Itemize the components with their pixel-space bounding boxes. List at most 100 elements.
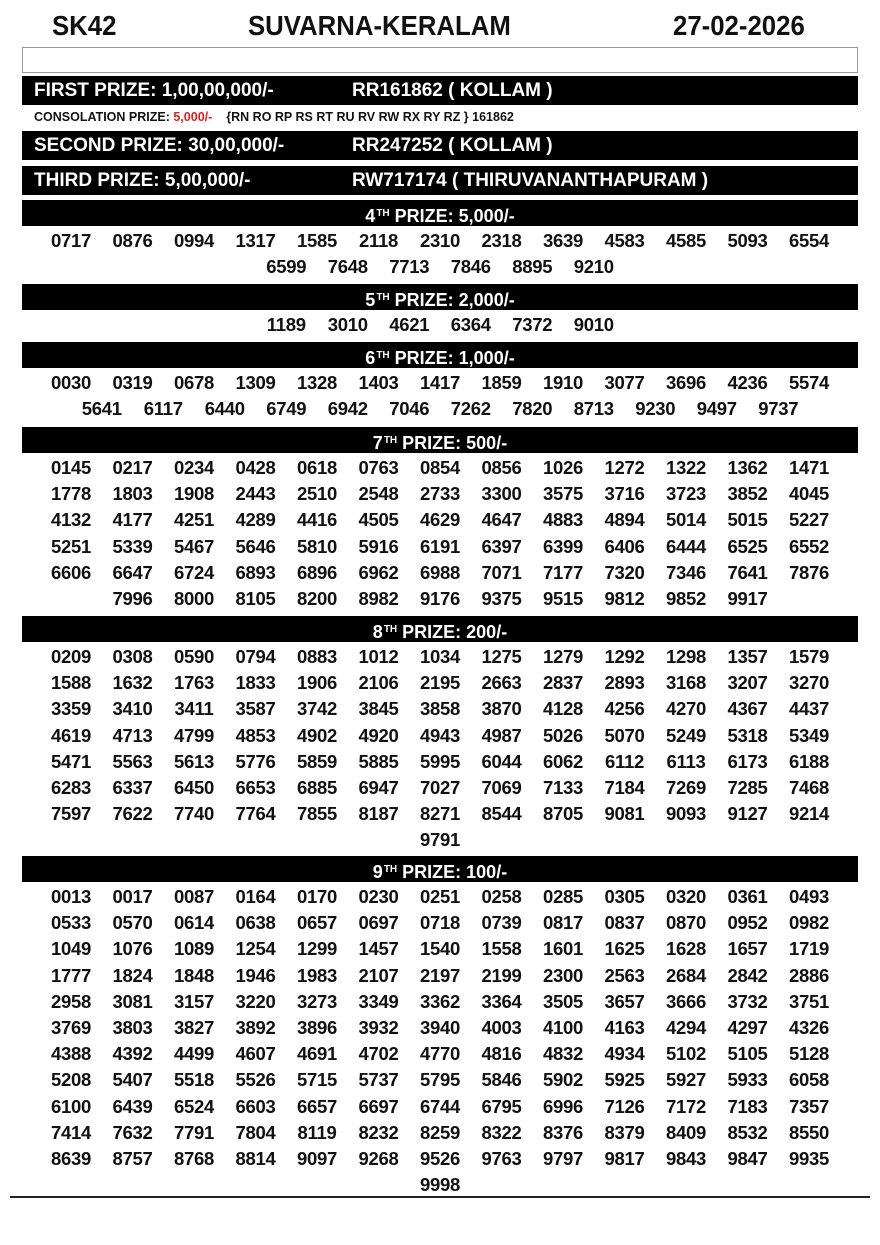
number-row: 1189 3010 4621 6364 7372 9010 <box>40 312 840 338</box>
ticket-number: 6893 <box>235 561 276 583</box>
ticket-number: 0794 <box>235 646 276 667</box>
ticket-number: 3803 <box>112 1016 153 1038</box>
ticket-number: 8200 <box>297 587 337 609</box>
ticket-number: 7269 <box>666 776 706 798</box>
number-row: 5208 5407 5518 5526 5715 5737 5795 5846 5902 5925… <box>40 1067 840 1093</box>
ticket-number: 9935 <box>789 1147 829 1169</box>
ticket-number: 1628 <box>666 938 706 960</box>
ticket-number: 6724 <box>174 561 214 583</box>
ticket-number: 2733 <box>420 483 460 505</box>
ticket-number: 6397 <box>481 535 522 557</box>
ticket-number: 3696 <box>666 372 706 393</box>
ticket-number: 4367 <box>727 698 768 720</box>
ticket-number: 4883 <box>543 509 583 531</box>
ticket-number: 6062 <box>543 750 583 772</box>
ticket-number: 6749 <box>266 398 307 420</box>
ticket-number: 4799 <box>174 724 214 746</box>
ticket-number: 1254 <box>235 938 276 960</box>
ticket-number: 3587 <box>235 698 276 720</box>
ticket-number: 4505 <box>358 509 399 531</box>
ordinal-suffix: TH <box>376 292 390 303</box>
ticket-number: 5407 <box>112 1069 153 1091</box>
ticket-number: 3273 <box>297 990 337 1012</box>
prize-label: PRIZE: 2,000/- <box>389 290 515 310</box>
ticket-number: 9791 <box>420 829 460 851</box>
ticket-number: 0285 <box>543 886 583 907</box>
ticket-number: 2300 <box>543 964 583 986</box>
ticket-number: 5249 <box>666 724 706 746</box>
ticket-number: 3505 <box>543 990 583 1012</box>
ticket-number: 6552 <box>789 535 829 557</box>
ticket-number: 5015 <box>727 509 768 531</box>
ticket-number: 5927 <box>666 1069 706 1091</box>
ticket-number: 6100 <box>51 1095 91 1117</box>
ticket-number: 0017 <box>112 886 153 907</box>
third-prize-ticket: RW717174 ( THIRUVANANTHAPURAM ) <box>352 170 709 191</box>
ticket-number: 4629 <box>420 509 460 531</box>
ticket-number: 0614 <box>174 912 214 934</box>
ticket-number: 4177 <box>112 509 153 531</box>
ticket-number: 9515 <box>543 587 583 609</box>
ticket-number: 0087 <box>174 886 214 907</box>
prize-label: PRIZE: 200/- <box>397 622 508 642</box>
ticket-number: 7262 <box>450 398 491 420</box>
ticket-number: 2842 <box>727 964 768 986</box>
ticket-number: 2510 <box>297 483 337 505</box>
ticket-number: 3010 <box>327 314 368 335</box>
ticket-number: 9093 <box>666 803 706 825</box>
third-prize-label: THIRD PRIZE: 5,00,000/- <box>34 170 251 191</box>
prize-ordinal: 4 <box>365 206 376 226</box>
ticket-number: 7597 <box>51 803 91 825</box>
ticket-number: 3666 <box>666 990 706 1012</box>
prize-label: PRIZE: 5,000/- <box>389 206 515 226</box>
ticket-number: 5349 <box>789 724 829 746</box>
ticket-number: 6885 <box>297 776 337 798</box>
ticket-number: 4236 <box>727 372 768 393</box>
ticket-number: 7764 <box>235 803 276 825</box>
ticket-number: 5563 <box>112 750 153 772</box>
second-prize-ticket: RR247252 ( KOLLAM ) <box>352 135 553 156</box>
ticket-number: 3827 <box>174 1016 214 1038</box>
ticket-number: 5026 <box>543 724 583 746</box>
prize-ordinal: 6 <box>365 348 376 368</box>
ticket-number: 5902 <box>543 1069 583 1091</box>
ticket-number: 0870 <box>666 912 706 934</box>
number-row: 0533 0570 0614 0638 0657 0697 0718 0739 0817 0837… <box>40 910 840 936</box>
ticket-number: 1292 <box>604 646 645 667</box>
ticket-number: 5574 <box>789 372 829 393</box>
ticket-number: 6444 <box>666 535 706 557</box>
ticket-number: 4902 <box>297 724 337 746</box>
prize-label: PRIZE: 100/- <box>397 862 508 882</box>
prize-ordinal: 5 <box>365 290 376 310</box>
ticket-number: 6996 <box>543 1095 583 1117</box>
ticket-number: 4607 <box>235 1043 276 1065</box>
ticket-number: 2318 <box>481 230 522 251</box>
number-row: 1588 1632 1763 1833 1906 2106 2195 2663 2837 2893… <box>40 670 840 696</box>
ticket-number: 0170 <box>297 886 337 907</box>
prize-label: PRIZE: 1,000/- <box>389 348 515 368</box>
ticket-number: 0308 <box>112 646 153 667</box>
ticket-number: 5102 <box>666 1043 706 1065</box>
ticket-number: 3723 <box>666 483 706 505</box>
ticket-number: 5613 <box>174 750 214 772</box>
ticket-number: 1579 <box>789 646 829 667</box>
ticket-number: 7820 <box>512 398 553 420</box>
ticket-number: 9097 <box>297 1147 337 1169</box>
ticket-number: 4987 <box>481 724 522 746</box>
ticket-number: 1625 <box>604 938 645 960</box>
ticket-number: 3270 <box>789 672 829 694</box>
number-row: 6283 6337 6450 6653 6885 6947 7027 7069 7133 7184… <box>40 775 840 801</box>
ticket-number: 6697 <box>358 1095 399 1117</box>
ticket-number: 0717 <box>51 230 91 251</box>
ticket-number: 6364 <box>450 314 491 335</box>
ticket-number: 6112 <box>605 750 644 772</box>
ticket-number: 4045 <box>789 483 829 505</box>
ticket-number: 6337 <box>112 776 153 798</box>
ticket-number: 3077 <box>604 372 645 393</box>
ticket-number: 3852 <box>727 483 768 505</box>
ticket-number: 1848 <box>174 964 214 986</box>
ticket-number: 2893 <box>604 672 645 694</box>
ticket-number: 5925 <box>604 1069 645 1091</box>
ticket-number: 6962 <box>358 561 399 583</box>
ticket-number: 0030 <box>51 372 91 393</box>
